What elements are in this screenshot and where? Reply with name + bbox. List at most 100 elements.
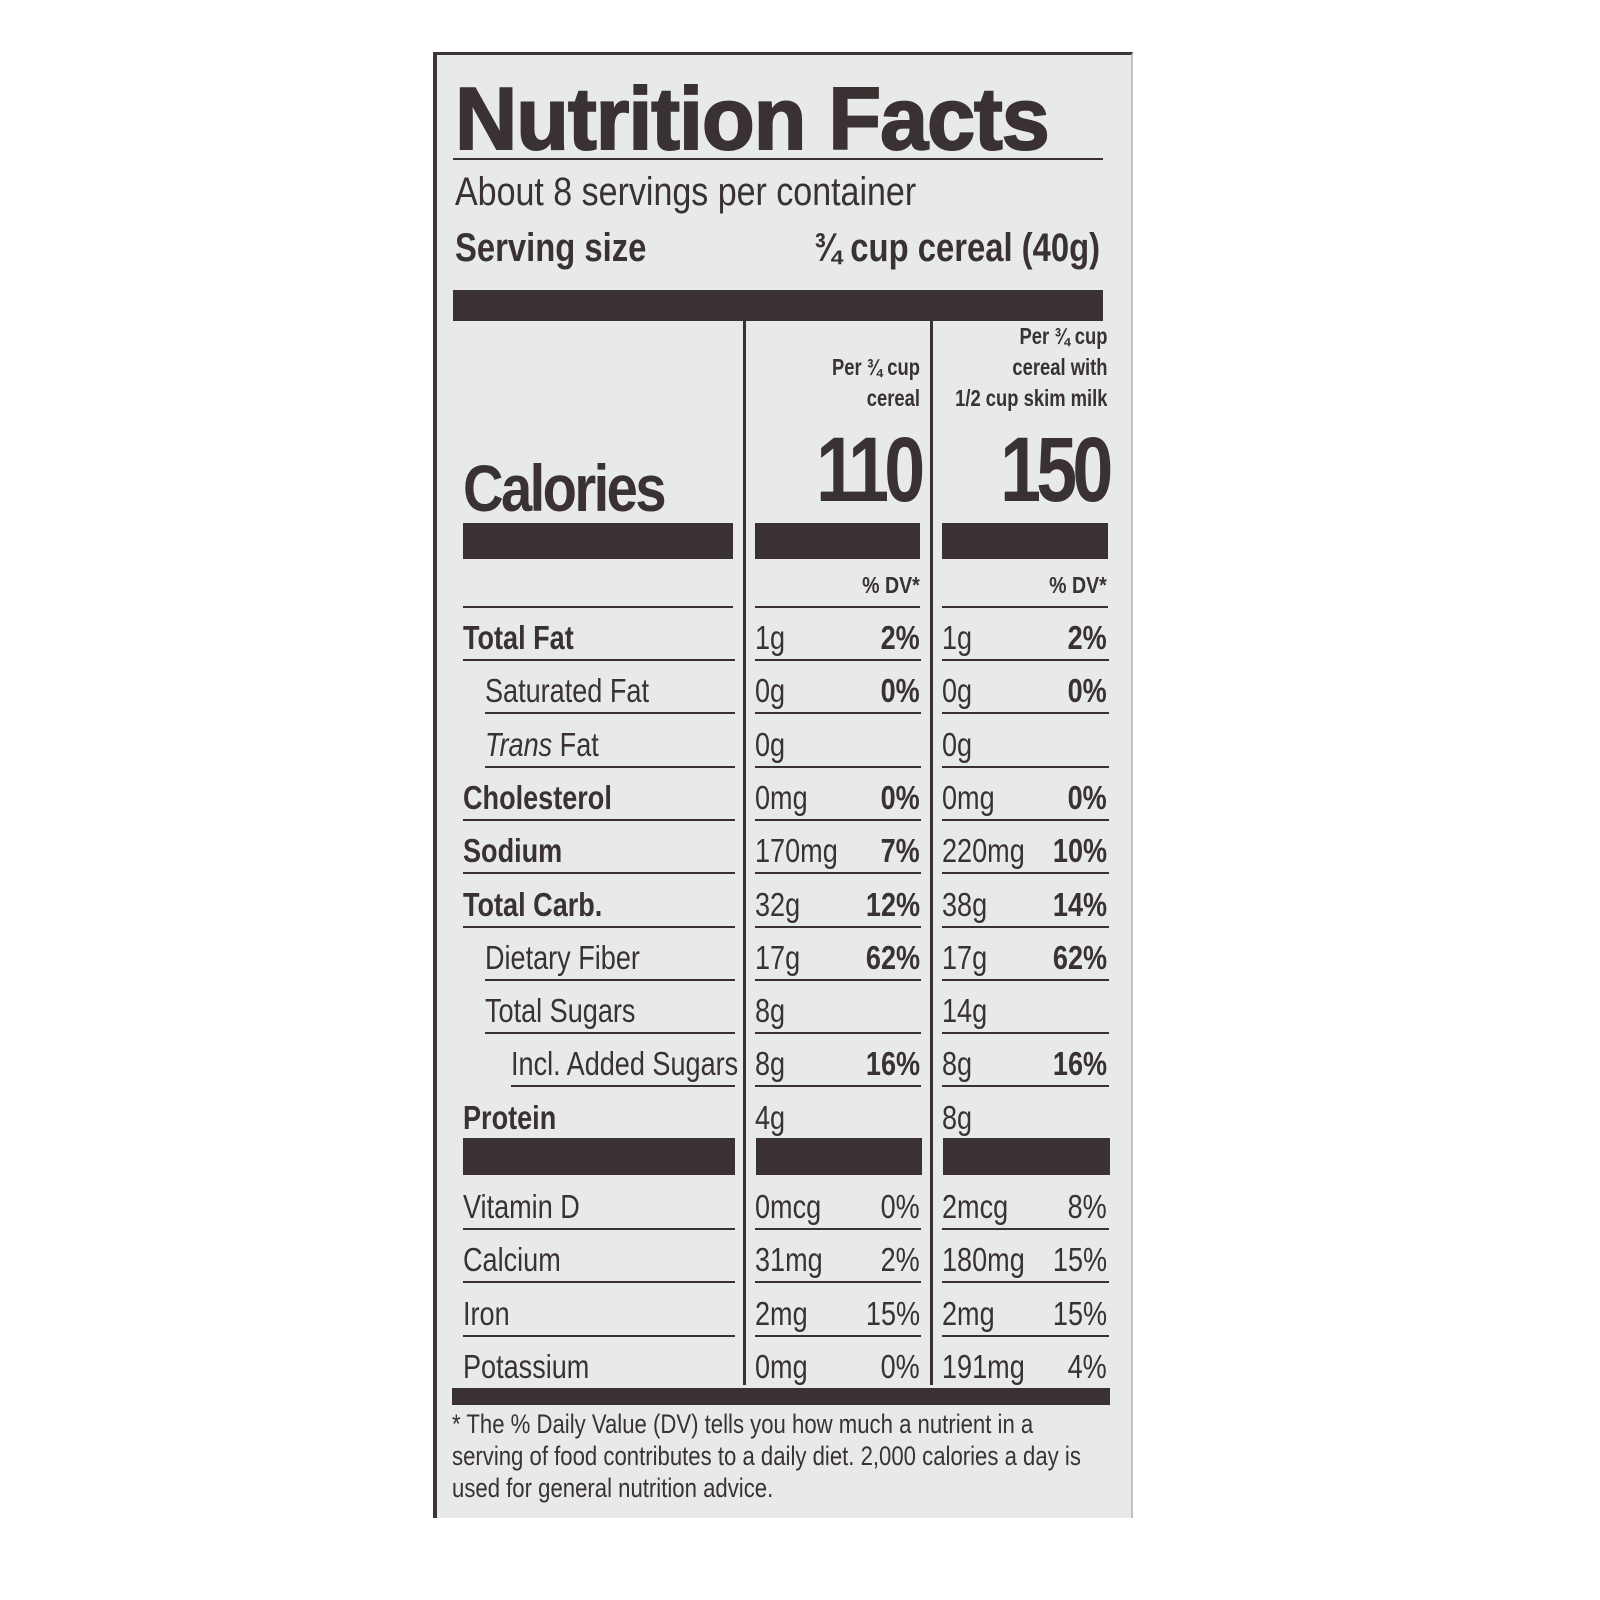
nutrient-label: Sodium: [463, 832, 563, 869]
calories-label: Calories: [463, 451, 667, 525]
column-divider: [743, 321, 746, 1385]
amount-value: 180mg: [942, 1241, 1025, 1278]
nutrient-label: Incl. Added Sugars: [511, 1045, 739, 1082]
thick-divider: [463, 1138, 735, 1175]
nutrient-label-text: Fat: [559, 726, 599, 763]
amount-value: 14g: [942, 992, 988, 1029]
serving-size-label: Serving size: [455, 226, 647, 270]
divider: [942, 979, 1109, 981]
column-header-cereal: Per ¾ cup cereal: [832, 352, 920, 414]
divider: [755, 819, 921, 821]
percent-dv-value: 62%: [865, 939, 920, 976]
amount-value: 4g: [755, 1099, 786, 1136]
column-header-line: Per ¾ cup: [1019, 323, 1107, 349]
nutrient-label: Vitamin D: [463, 1188, 580, 1225]
divider: [485, 712, 735, 714]
percent-dv-value: 15%: [1052, 1295, 1107, 1332]
percent-dv-value: 2%: [880, 619, 920, 656]
amount-value: 191mg: [942, 1348, 1025, 1385]
amount-value: 31mg: [755, 1241, 823, 1278]
percent-dv-value: 2%: [1067, 619, 1107, 656]
divider: [942, 712, 1109, 714]
nutrient-label: Dietary Fiber: [485, 939, 640, 976]
divider: [942, 872, 1109, 874]
divider: [463, 659, 735, 661]
amount-value: 0mg: [942, 779, 995, 816]
percent-dv-value: 14%: [1052, 886, 1107, 923]
amount-value: 0mg: [755, 1348, 808, 1385]
divider: [755, 1335, 921, 1337]
percent-dv-value: 0%: [880, 1348, 920, 1385]
divider: [755, 606, 920, 608]
percent-dv-value: 0%: [880, 779, 920, 816]
divider: [755, 979, 921, 981]
dv-header-cereal: % DV*: [862, 572, 920, 598]
divider: [942, 766, 1109, 768]
dv-header-with-milk: % DV*: [1049, 572, 1107, 598]
amount-value: 8g: [942, 1099, 973, 1136]
nutrient-label: Total Fat: [463, 619, 574, 656]
divider: [755, 872, 921, 874]
divider: [942, 926, 1109, 928]
divider: [942, 1228, 1109, 1230]
column-header-line: cereal: [866, 385, 920, 411]
divider: [755, 1228, 921, 1230]
nutrient-label: Cholesterol: [463, 779, 612, 816]
column-header-line: cereal with: [1011, 354, 1107, 380]
percent-dv-value: 62%: [1052, 939, 1107, 976]
percent-dv-value: 2%: [880, 1241, 920, 1278]
divider: [453, 158, 1103, 160]
divider: [942, 819, 1109, 821]
percent-dv-value: 16%: [865, 1045, 920, 1082]
percent-dv-value: 0%: [880, 1188, 920, 1225]
column-header-line: 1/2 cup skim milk: [954, 385, 1107, 411]
divider: [755, 1085, 921, 1087]
divider: [463, 606, 733, 608]
divider: [755, 659, 921, 661]
percent-dv-value: 0%: [1067, 779, 1107, 816]
percent-dv-value: 12%: [865, 886, 920, 923]
divider: [755, 766, 921, 768]
amount-value: 0g: [755, 672, 786, 709]
percent-dv-value: 0%: [880, 672, 920, 709]
column-header-with-milk: Per ¾ cup cereal with 1/2 cup skim milk: [955, 321, 1107, 414]
divider: [463, 1335, 735, 1337]
amount-value: 220mg: [942, 832, 1025, 869]
divider: [463, 1228, 735, 1230]
nutrient-label: Potassium: [463, 1348, 590, 1385]
nutrient-label: Iron: [463, 1295, 510, 1332]
percent-dv-value: 8%: [1067, 1188, 1107, 1225]
amount-value: 2mg: [755, 1295, 808, 1332]
amount-value: 38g: [942, 886, 988, 923]
nutrient-label: Saturated Fat: [485, 672, 649, 709]
thick-divider: [943, 1138, 1110, 1175]
percent-dv-value: 16%: [1052, 1045, 1107, 1082]
divider: [755, 926, 921, 928]
calories-value-with-milk: 150: [999, 419, 1113, 521]
footnote: * The % Daily Value (DV) tells you how m…: [452, 1409, 1081, 1503]
amount-value: 0g: [755, 726, 786, 763]
thick-divider: [756, 1138, 922, 1175]
divider: [942, 659, 1109, 661]
amount-value: 8g: [755, 1045, 786, 1082]
divider: [755, 1032, 921, 1034]
nutrient-label: Trans Fat: [485, 726, 599, 764]
percent-dv-value: 15%: [865, 1295, 920, 1332]
divider: [942, 1085, 1109, 1087]
column-header-line: Per ¾ cup: [832, 354, 920, 380]
divider: [942, 1281, 1109, 1283]
divider: [755, 712, 921, 714]
nutrient-label-italic: Trans: [485, 726, 553, 763]
divider: [942, 606, 1108, 608]
divider: [485, 1032, 735, 1034]
amount-value: 0g: [942, 726, 973, 763]
nutrient-label: Protein: [463, 1099, 557, 1136]
amount-value: 8g: [942, 1045, 973, 1082]
calories-value-cereal: 110: [815, 419, 925, 521]
amount-value: 170mg: [755, 832, 838, 869]
divider: [942, 1335, 1109, 1337]
amount-value: 0mcg: [755, 1188, 822, 1225]
percent-dv-value: 15%: [1052, 1241, 1107, 1278]
divider: [463, 1281, 735, 1283]
serving-size-value: ¾ cup cereal (40g): [813, 226, 1100, 270]
